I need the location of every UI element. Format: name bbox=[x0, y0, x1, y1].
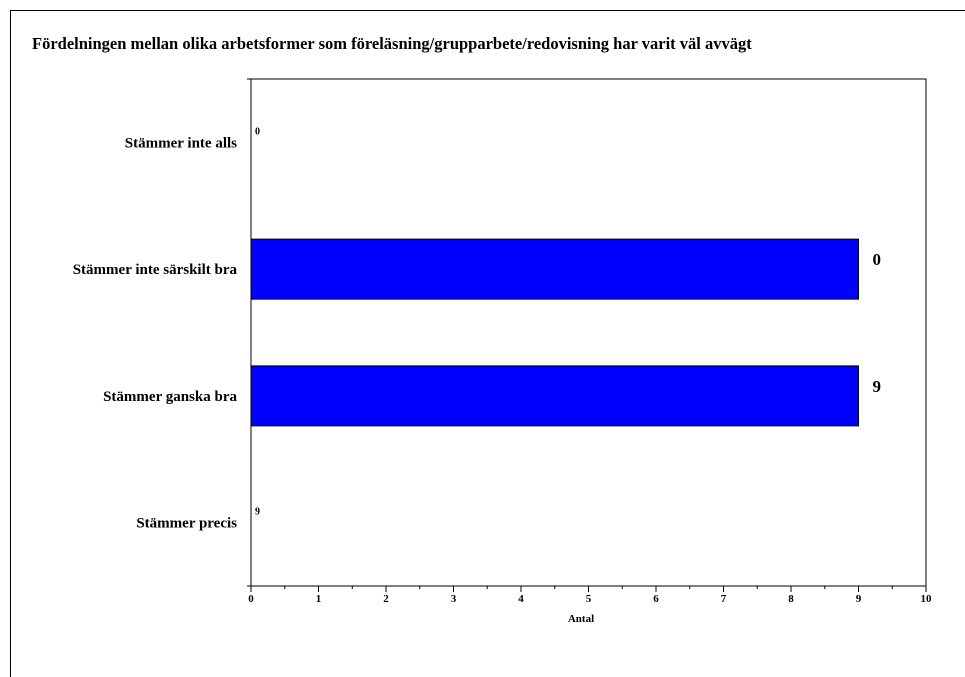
plot-area bbox=[247, 78, 927, 587]
bar bbox=[250, 365, 859, 427]
value-labels-group: 0 0 9 9 bbox=[255, 126, 881, 517]
x-tick-label: 9 bbox=[856, 593, 862, 605]
x-tick-label: 1 bbox=[316, 593, 322, 605]
bars-group bbox=[250, 238, 859, 427]
x-tick-label: 7 bbox=[721, 593, 727, 605]
category-label: Stämmer inte särskilt bra bbox=[73, 262, 238, 278]
x-tick-label: 8 bbox=[788, 593, 794, 605]
category-label: Stämmer precis bbox=[136, 516, 237, 532]
x-tick-label: 5 bbox=[586, 593, 592, 605]
x-tick-label: 4 bbox=[518, 593, 524, 605]
x-tick-label: 10 bbox=[921, 593, 933, 605]
data-label: 0 bbox=[255, 126, 260, 137]
chart-title: Fördelningen mellan olika arbetsformer s… bbox=[32, 34, 752, 53]
data-label: 9 bbox=[255, 507, 260, 518]
chart-frame bbox=[10, 10, 965, 677]
x-axis: 0 1 2 3 4 5 6 7 8 9 10 bbox=[248, 586, 932, 605]
x-tick-label: 6 bbox=[653, 593, 659, 605]
category-label: Stämmer inte alls bbox=[125, 135, 237, 151]
bar bbox=[250, 238, 859, 300]
x-tick-label: 2 bbox=[383, 593, 389, 605]
category-labels-group: Stämmer inte alls Stämmer inte särskilt b… bbox=[73, 135, 238, 531]
category-label: Stämmer ganska bra bbox=[103, 389, 237, 405]
data-label: 9 bbox=[873, 377, 882, 396]
plot-border bbox=[250, 78, 927, 587]
x-axis-title: Antal bbox=[568, 613, 594, 625]
x-tick-label: 3 bbox=[451, 593, 457, 605]
x-tick-label: 0 bbox=[248, 593, 254, 605]
data-label: 0 bbox=[873, 250, 882, 269]
